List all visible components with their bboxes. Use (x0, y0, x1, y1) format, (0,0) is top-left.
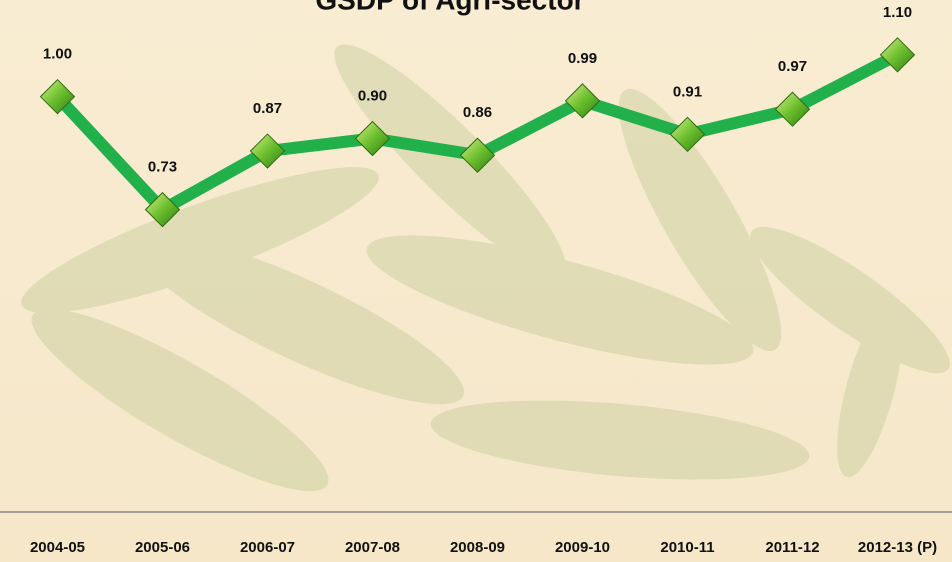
x-tick-label: 2007-08 (345, 539, 400, 556)
data-label: 0.87 (253, 100, 282, 117)
chart: GSDP of Agri-sector 1.00 0.73 0.87 0.90 0.86… (0, 0, 952, 562)
x-tick-label: 2012-13 (P) (858, 539, 937, 556)
x-tick-label: 2010-11 (660, 539, 714, 556)
data-label: 0.91 (673, 83, 702, 100)
data-label: 1.00 (43, 46, 72, 63)
data-label: 0.90 (358, 87, 387, 104)
data-label: 0.97 (778, 58, 807, 75)
x-tick-label: 2011-12 (765, 539, 819, 556)
data-label: 0.73 (148, 159, 177, 176)
x-tick-label: 2005-06 (135, 539, 190, 556)
x-tick-label: 2009-10 (555, 539, 610, 556)
data-label: 0.86 (463, 104, 492, 121)
data-label: 1.10 (883, 4, 912, 21)
x-tick-label: 2004-05 (30, 539, 85, 556)
data-label: 0.99 (568, 50, 597, 67)
x-tick-label: 2008-09 (450, 539, 505, 556)
chart-title: GSDP of Agri-sector (315, 0, 584, 15)
x-tick-label: 2006-07 (240, 539, 295, 556)
